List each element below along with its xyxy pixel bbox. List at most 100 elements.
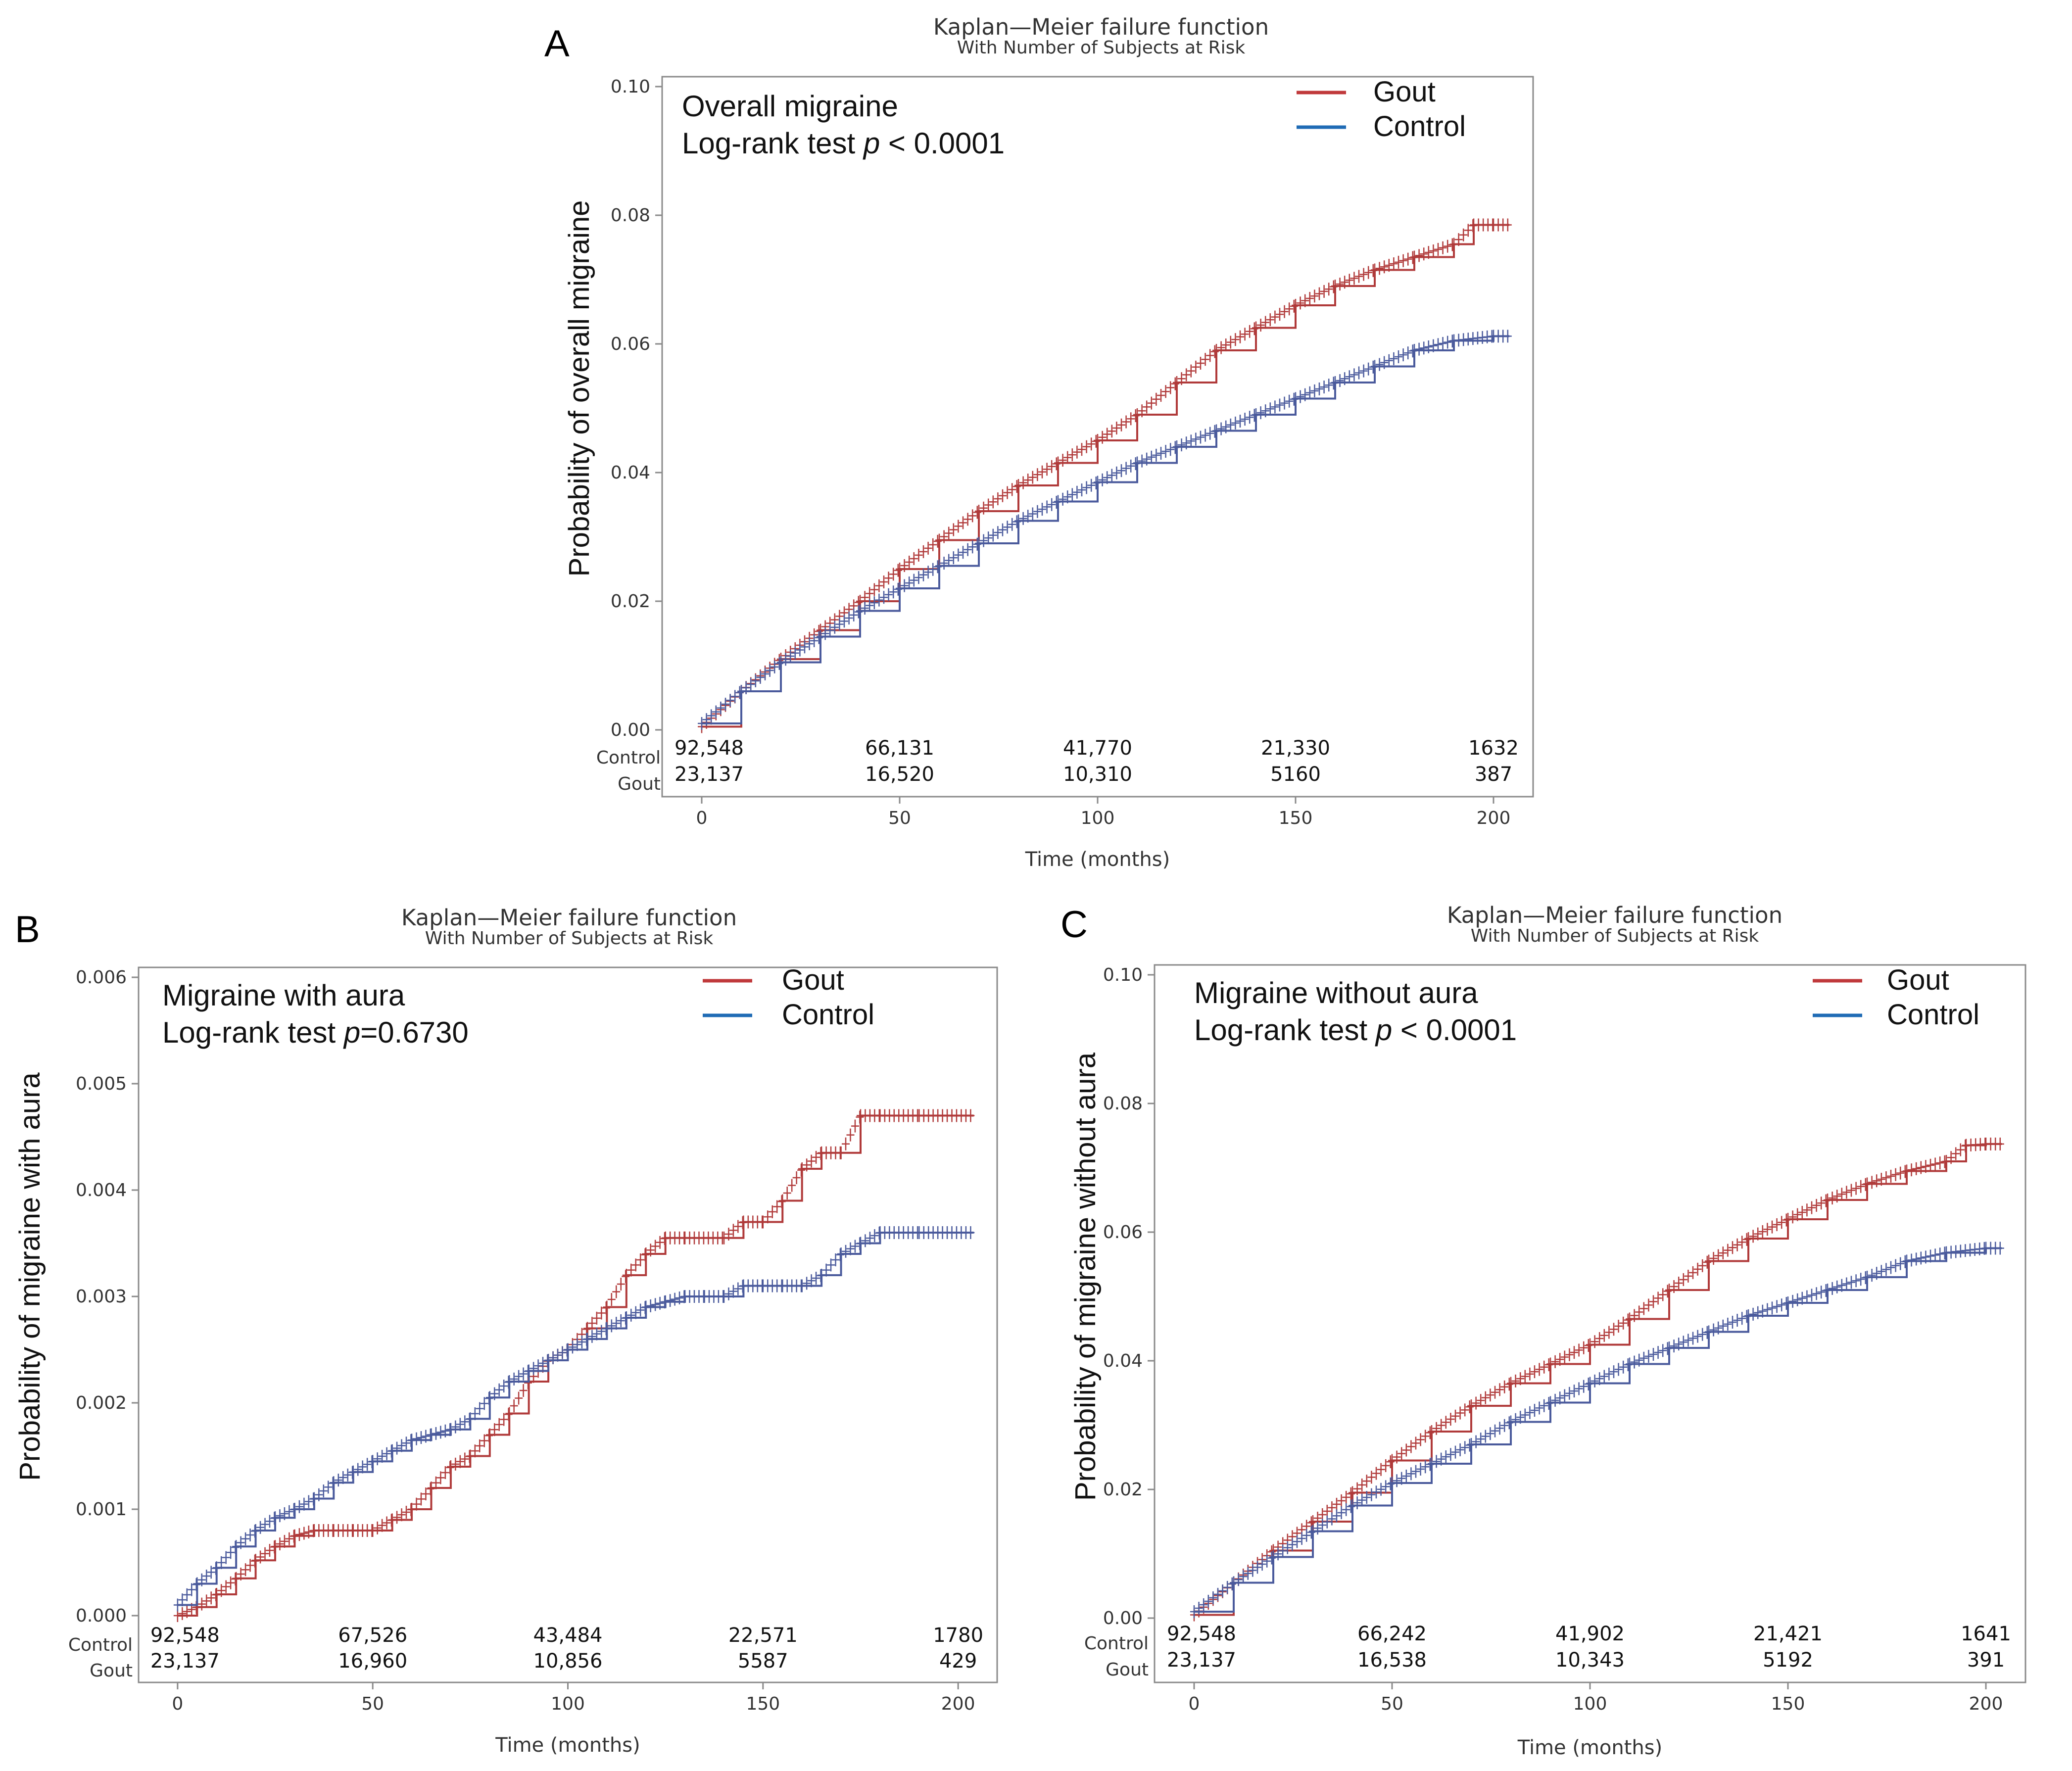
x-tick-label: 100 — [551, 1694, 585, 1714]
risk-value: 391 — [1967, 1649, 2005, 1672]
y-tick-label: 0.04 — [1103, 1351, 1143, 1371]
risk-value: 41,902 — [1555, 1623, 1625, 1645]
legend-label-gout: Gout — [782, 964, 844, 996]
legend-label-gout: Gout — [1887, 964, 1949, 996]
risk-row-label: Gout — [1106, 1660, 1149, 1680]
risk-value: 23,137 — [150, 1650, 220, 1673]
x-tick-label: 150 — [1279, 808, 1313, 828]
annotation-p-value: < 0.0001 — [880, 127, 1005, 160]
x-tick-label: 200 — [1969, 1694, 2003, 1714]
y-tick-label: 0.00 — [611, 720, 650, 740]
annotation-title: Migraine without aura — [1194, 976, 1478, 1009]
risk-value: 41,770 — [1063, 737, 1132, 760]
censor-marks-gout — [173, 1109, 975, 1622]
annotation-logrank: Log-rank test p < 0.0001 — [1194, 1013, 1517, 1047]
y-tick-label: 0.08 — [611, 205, 650, 226]
chart-subtitle: With Number of Subjects at Risk — [1471, 926, 1759, 946]
panel-letter: B — [15, 909, 40, 951]
annotation-p-value: < 0.0001 — [1392, 1013, 1517, 1047]
x-tick-label: 50 — [1381, 1694, 1403, 1714]
y-axis-label: Probability of migraine without aura — [1069, 1052, 1102, 1501]
y-tick-label: 0.04 — [611, 463, 650, 483]
x-axis-label: Time (months) — [1025, 848, 1170, 871]
panel-c: C Kaplan—Meier failure function With Numb… — [1036, 886, 2072, 1771]
y-tick-label: 0.10 — [611, 77, 650, 97]
plot-frame — [138, 966, 998, 1683]
risk-value: 10,310 — [1063, 763, 1132, 786]
panel-letter: C — [1060, 904, 1088, 946]
legend-label-control: Control — [782, 999, 874, 1031]
x-tick-label: 150 — [746, 1694, 780, 1714]
chart-title: Kaplan—Meier failure function — [401, 905, 737, 931]
x-tick-label: 0 — [1189, 1694, 1200, 1714]
risk-value: 66,131 — [865, 737, 934, 760]
risk-row-label: Gout — [618, 774, 661, 794]
series-line-gout — [177, 1114, 974, 1617]
risk-value: 1641 — [1961, 1623, 2011, 1645]
risk-value: 43,484 — [533, 1624, 603, 1647]
y-axis-label: Probability of overall migraine — [563, 200, 595, 577]
annotation-p-symbol: p — [343, 1016, 360, 1049]
risk-value: 67,526 — [338, 1624, 407, 1647]
y-tick-label: 0.000 — [76, 1606, 127, 1626]
annotation-p-value: =0.6730 — [360, 1016, 469, 1049]
risk-value: 387 — [1475, 763, 1512, 786]
legend-label-control: Control — [1373, 110, 1466, 143]
risk-value: 16,520 — [865, 763, 934, 786]
legend-label-gout: Gout — [1373, 76, 1436, 108]
annotation-logrank-prefix: Log-rank test — [162, 1016, 344, 1049]
annotation-title: Overall migraine — [682, 90, 898, 123]
risk-row-label: Control — [596, 748, 661, 768]
risk-value: 92,548 — [675, 737, 744, 760]
y-tick-label: 0.06 — [1103, 1222, 1143, 1243]
x-tick-label: 50 — [361, 1694, 384, 1714]
censor-marks-control — [173, 1226, 975, 1612]
risk-value: 92,548 — [150, 1624, 220, 1647]
risk-value: 92,548 — [1167, 1623, 1236, 1645]
y-tick-label: 0.006 — [76, 967, 127, 988]
x-tick-label: 200 — [1477, 808, 1511, 828]
risk-value: 23,137 — [675, 763, 744, 786]
risk-value: 16,960 — [338, 1650, 407, 1673]
x-tick-label: 150 — [1771, 1694, 1805, 1714]
plot-frame — [1154, 964, 2026, 1683]
risk-value: 429 — [939, 1650, 977, 1673]
annotation-p-symbol: p — [863, 127, 880, 160]
x-tick-label: 50 — [888, 808, 911, 828]
y-tick-label: 0.08 — [1103, 1094, 1143, 1114]
risk-value: 1780 — [933, 1624, 983, 1647]
censor-marks-control — [1190, 1242, 2004, 1618]
x-tick-label: 200 — [941, 1694, 975, 1714]
x-tick-label: 0 — [696, 808, 708, 828]
x-axis-label: Time (months) — [1517, 1736, 1662, 1759]
chart-subtitle: With Number of Subjects at Risk — [425, 928, 714, 949]
series-line-control — [702, 335, 1509, 724]
risk-row-label: Control — [68, 1635, 133, 1655]
x-tick-label: 0 — [172, 1694, 183, 1714]
y-tick-label: 0.10 — [1103, 965, 1143, 985]
censor-marks-gout — [1190, 1137, 2004, 1622]
risk-value: 16,538 — [1357, 1649, 1427, 1672]
panel-letter: A — [544, 23, 570, 65]
y-tick-label: 0.003 — [76, 1287, 127, 1307]
risk-row-label: Gout — [90, 1661, 133, 1681]
chart-subtitle: With Number of Subjects at Risk — [957, 38, 1246, 58]
risk-value: 5587 — [738, 1650, 788, 1673]
risk-value: 21,421 — [1753, 1623, 1823, 1645]
y-tick-label: 0.02 — [1103, 1480, 1143, 1500]
risk-value: 23,137 — [1167, 1649, 1236, 1672]
y-tick-label: 0.06 — [611, 334, 650, 354]
chart-title: Kaplan—Meier failure function — [1447, 902, 1783, 928]
censor-marks-control — [698, 330, 1512, 730]
annotation-logrank: Log-rank test p=0.6730 — [162, 1016, 469, 1049]
risk-row-label: Control — [1084, 1633, 1149, 1654]
y-tick-label: 0.004 — [76, 1180, 127, 1200]
risk-value: 21,330 — [1261, 737, 1330, 760]
annotation-title: Migraine with aura — [162, 979, 405, 1012]
risk-value: 66,242 — [1357, 1623, 1427, 1645]
risk-value: 22,571 — [728, 1624, 798, 1647]
y-tick-label: 0.005 — [76, 1074, 127, 1094]
panel-a: A Kaplan—Meier failure function With Numb… — [544, 14, 1534, 871]
